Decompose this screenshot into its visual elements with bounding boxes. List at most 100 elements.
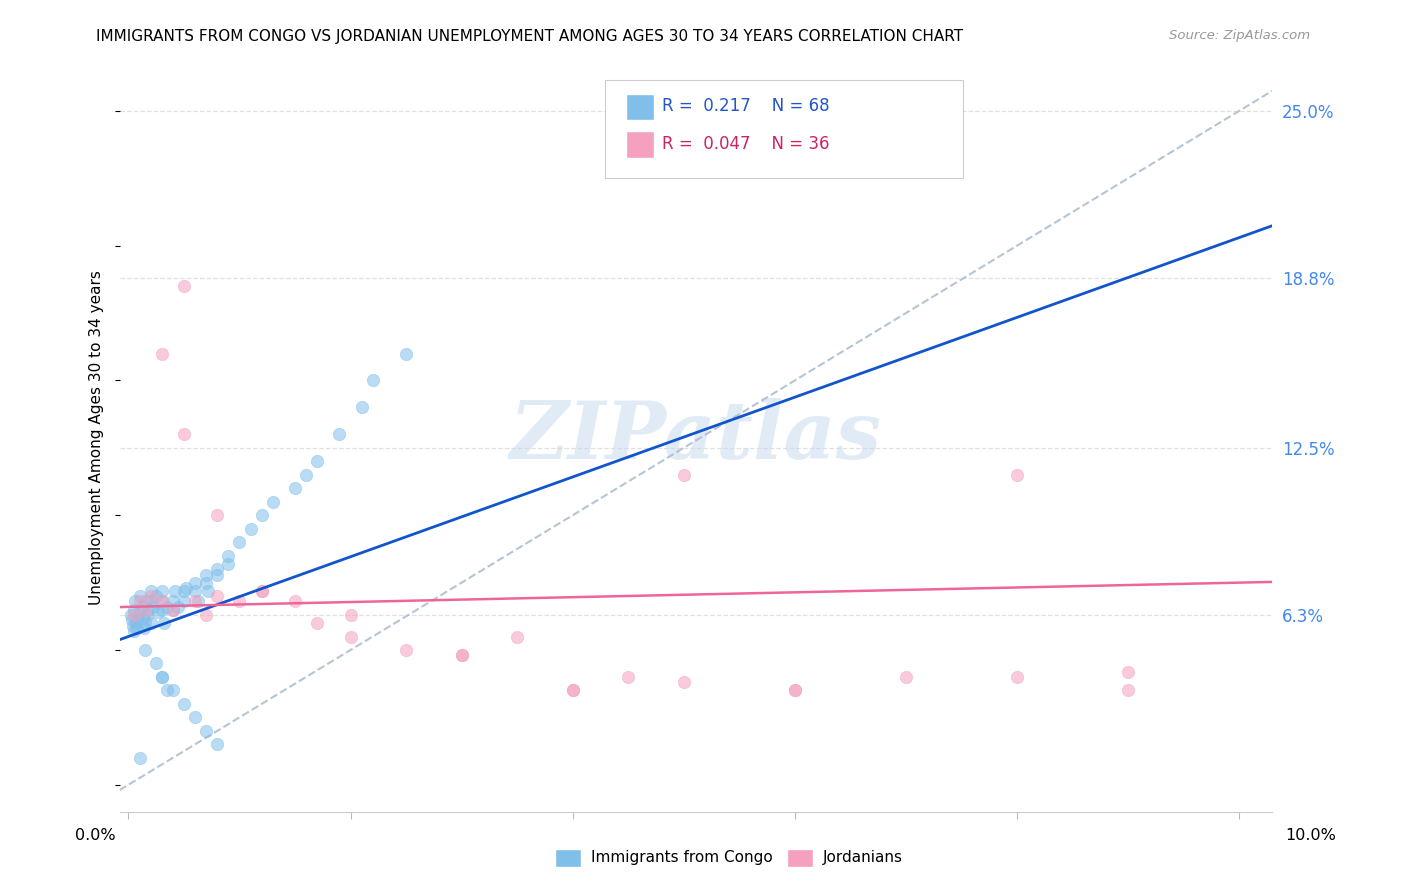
- Point: [250, 583, 273, 598]
- Point: [1116, 665, 1139, 679]
- Point: [361, 374, 384, 388]
- Point: [197, 583, 219, 598]
- Point: [195, 723, 218, 738]
- Point: [339, 607, 361, 622]
- Point: [339, 630, 361, 644]
- Point: [150, 346, 173, 360]
- Point: [145, 657, 167, 671]
- Point: [125, 615, 148, 630]
- Point: [134, 602, 156, 616]
- Point: [295, 467, 318, 482]
- Point: [135, 594, 157, 608]
- Point: [195, 607, 218, 622]
- Point: [239, 522, 262, 536]
- Point: [128, 589, 150, 603]
- Point: [139, 583, 162, 598]
- Point: [1005, 467, 1028, 482]
- Point: [450, 648, 472, 663]
- Point: [162, 594, 184, 608]
- Point: [163, 583, 186, 598]
- Point: [672, 675, 695, 690]
- Point: [284, 481, 307, 495]
- Text: Source: ZipAtlas.com: Source: ZipAtlas.com: [1170, 29, 1310, 42]
- Point: [139, 589, 162, 603]
- Point: [672, 467, 695, 482]
- Point: [139, 594, 162, 608]
- Text: 10.0%: 10.0%: [1285, 829, 1336, 843]
- Point: [153, 615, 176, 630]
- Point: [506, 630, 529, 644]
- Point: [122, 602, 145, 616]
- Point: [307, 615, 329, 630]
- Point: [124, 594, 146, 608]
- Point: [150, 602, 173, 616]
- Point: [207, 508, 229, 523]
- Point: [150, 594, 173, 608]
- Point: [128, 751, 150, 765]
- Point: [207, 567, 229, 582]
- Point: [184, 583, 207, 598]
- Point: [228, 594, 250, 608]
- Point: [184, 594, 207, 608]
- Point: [167, 599, 190, 614]
- Point: [173, 583, 195, 598]
- Point: [228, 535, 250, 549]
- Point: [132, 610, 155, 624]
- Point: [184, 575, 207, 590]
- Point: [128, 594, 150, 608]
- Point: [307, 454, 329, 468]
- Text: ZIPatlas: ZIPatlas: [510, 399, 882, 475]
- Point: [162, 602, 184, 616]
- Point: [262, 495, 284, 509]
- Point: [350, 401, 373, 415]
- Point: [450, 648, 472, 663]
- Point: [136, 607, 159, 622]
- Point: [121, 619, 143, 633]
- Point: [173, 697, 195, 711]
- Point: [561, 683, 583, 698]
- Point: [139, 615, 162, 630]
- Point: [561, 683, 583, 698]
- Point: [250, 508, 273, 523]
- Text: IMMIGRANTS FROM CONGO VS JORDANIAN UNEMPLOYMENT AMONG AGES 30 TO 34 YEARS CORREL: IMMIGRANTS FROM CONGO VS JORDANIAN UNEMP…: [96, 29, 963, 44]
- Point: [894, 670, 917, 684]
- Point: [150, 583, 173, 598]
- Point: [217, 549, 239, 563]
- Point: [1005, 670, 1028, 684]
- Point: [173, 427, 195, 442]
- Point: [156, 683, 179, 698]
- Point: [217, 557, 239, 571]
- Point: [174, 581, 197, 595]
- Point: [207, 737, 229, 751]
- Text: 0.0%: 0.0%: [76, 829, 115, 843]
- Point: [148, 605, 170, 619]
- Point: [195, 575, 218, 590]
- Point: [195, 567, 218, 582]
- Point: [142, 599, 165, 614]
- Point: [207, 562, 229, 576]
- Point: [184, 710, 207, 724]
- Point: [284, 594, 307, 608]
- Point: [617, 670, 640, 684]
- Point: [121, 613, 143, 627]
- Text: Immigrants from Congo: Immigrants from Congo: [591, 850, 772, 864]
- Point: [127, 610, 149, 624]
- Point: [150, 670, 173, 684]
- Text: R =  0.047    N = 36: R = 0.047 N = 36: [662, 135, 830, 153]
- Point: [122, 607, 145, 622]
- Point: [150, 670, 173, 684]
- Point: [162, 602, 184, 616]
- Point: [187, 594, 209, 608]
- Y-axis label: Unemployment Among Ages 30 to 34 years: Unemployment Among Ages 30 to 34 years: [89, 269, 104, 605]
- Point: [122, 624, 145, 639]
- Point: [131, 599, 153, 614]
- Point: [150, 594, 173, 608]
- Text: Jordanians: Jordanians: [823, 850, 903, 864]
- Point: [328, 427, 350, 442]
- Point: [132, 622, 155, 636]
- Point: [127, 622, 149, 636]
- Point: [783, 683, 806, 698]
- Point: [145, 589, 167, 603]
- Point: [173, 594, 195, 608]
- Point: [1116, 683, 1139, 698]
